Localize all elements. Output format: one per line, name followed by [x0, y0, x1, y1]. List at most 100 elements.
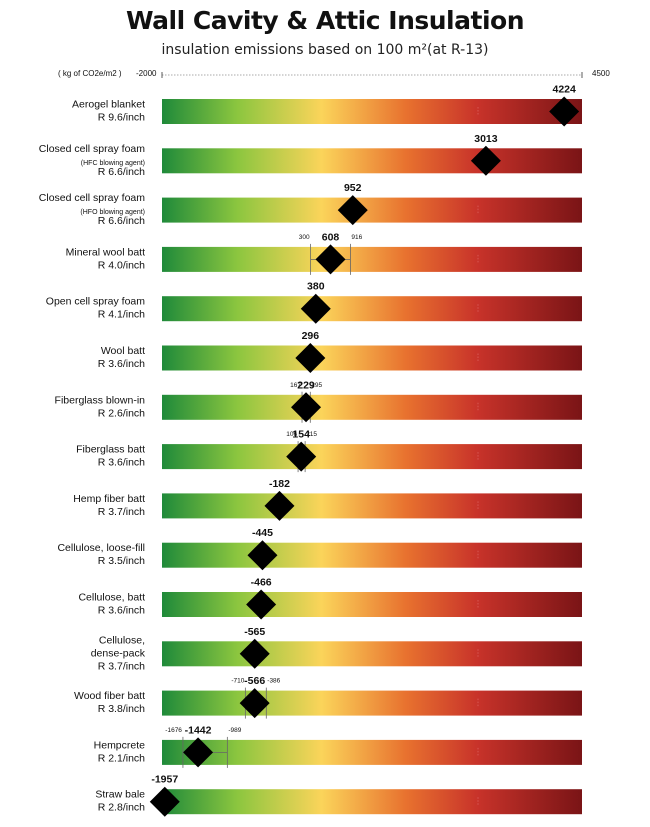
- value-diamond-marker: [183, 737, 214, 768]
- row-r-value-label: R 6.6/inch: [98, 215, 145, 227]
- value-label: 4224: [552, 84, 576, 96]
- range-low-label: 167: [290, 382, 301, 389]
- value-diamond-marker: [315, 244, 346, 275]
- range-high-label: -989: [228, 727, 241, 734]
- value-label: 380: [307, 281, 325, 293]
- row-r-value-label: R 3.8/inch: [98, 703, 145, 715]
- row-sub-label: (HFC blowing agent): [81, 160, 145, 167]
- value-label: 229: [297, 379, 315, 391]
- row-name-label: Hemp fiber batt: [73, 493, 145, 505]
- chart-subtitle: insulation emissions based on 100 m²(at …: [161, 42, 489, 58]
- row-r-value-label: R 3.7/inch: [98, 506, 145, 518]
- gradient-bar: [162, 345, 582, 371]
- row-sub-label: dense-pack: [91, 647, 146, 659]
- value-diamond-marker: [291, 392, 322, 423]
- row-name-label: Cellulose, loose-fill: [57, 542, 145, 554]
- range-low-label: -1676: [165, 727, 182, 734]
- value-diamond-marker: [246, 589, 277, 620]
- range-high-label: 215: [306, 431, 317, 438]
- row-r-value-label: R 2.1/inch: [98, 752, 145, 764]
- gradient-bar: [162, 444, 582, 470]
- value-diamond-marker: [337, 195, 368, 226]
- top-axis: [161, 72, 583, 78]
- unit-label: ( kg of CO2e/m2 ): [58, 69, 122, 78]
- row-name-label: Open cell spray foam: [46, 296, 145, 308]
- gradient-bar: [162, 493, 582, 519]
- row-name-label: Straw bale: [95, 789, 145, 801]
- gradient-bar: [162, 592, 582, 617]
- value-label: 952: [344, 182, 362, 194]
- row-r-value-label: R 2.8/inch: [98, 802, 145, 814]
- row-r-value-label: R 4.0/inch: [98, 259, 145, 271]
- row-name-label: Fiberglass batt: [76, 444, 145, 456]
- row-r-value-label: R 3.6/inch: [98, 605, 145, 617]
- range-low-label: 106: [286, 431, 297, 438]
- row-name-label: Wool batt: [101, 345, 145, 357]
- value-diamond-marker: [295, 343, 326, 373]
- row-r-value-label: R 3.7/inch: [98, 660, 145, 672]
- value-label: -566: [244, 675, 265, 687]
- range-low-label: -710: [231, 678, 244, 685]
- value-diamond-marker: [549, 96, 580, 127]
- value-label: -1957: [151, 774, 178, 786]
- value-label: 3013: [474, 133, 498, 145]
- insulation-row: Closed cell spray foam (HFC blowing agent…: [39, 133, 582, 178]
- value-label: -466: [251, 577, 272, 589]
- range-high-label: 295: [311, 382, 322, 389]
- gradient-bar: [162, 690, 582, 716]
- gradient-bar: [162, 197, 582, 223]
- value-label: -445: [252, 527, 273, 539]
- row-r-value-label: R 3.6/inch: [98, 457, 145, 469]
- row-r-value-label: R 9.6/inch: [98, 112, 145, 124]
- value-label: 608: [322, 231, 340, 243]
- chart-title: Wall Cavity & Attic Insulation: [126, 6, 525, 35]
- value-diamond-marker: [300, 293, 331, 324]
- row-r-value-label: R 4.1/inch: [98, 309, 145, 321]
- axis-min-label: -2000: [136, 69, 157, 78]
- value-diamond-marker: [149, 786, 180, 817]
- range-low-label: 300: [299, 234, 310, 241]
- value-diamond-marker: [286, 441, 317, 472]
- row-r-value-label: R 3.5/inch: [98, 555, 145, 567]
- row-name-label: Wood fiber batt: [74, 690, 145, 702]
- row-name-label: Fiberglass blown-in: [55, 394, 146, 406]
- value-diamond-marker: [247, 540, 278, 571]
- value-label: -182: [269, 478, 290, 490]
- gradient-bar: [162, 148, 582, 174]
- value-label: -565: [244, 626, 265, 638]
- value-diamond-marker: [239, 688, 270, 719]
- row-r-value-label: R 3.6/inch: [98, 358, 145, 370]
- value-label: 296: [302, 330, 320, 342]
- gradient-bar: [162, 641, 582, 667]
- row-name-label: Cellulose,: [99, 634, 145, 646]
- insulation-row: Closed cell spray foam (HFO blowing agent…: [39, 182, 582, 227]
- gradient-bar: [162, 296, 582, 322]
- value-label: 154: [292, 429, 310, 441]
- row-name-label: Closed cell spray foam: [39, 192, 145, 204]
- gradient-bar: [162, 99, 582, 124]
- row-name-label: Mineral wool batt: [66, 246, 145, 258]
- row-r-value-label: R 6.6/inch: [98, 166, 145, 178]
- gradient-bar: [162, 542, 582, 568]
- value-diamond-marker: [470, 145, 501, 176]
- row-name-label: Cellulose, batt: [78, 592, 145, 604]
- row-name-label: Hempcrete: [94, 739, 146, 751]
- row-name-label: Closed cell spray foam: [39, 143, 145, 155]
- row-name-label: Aerogel blanket: [72, 99, 145, 111]
- axis-max-label: 4500: [592, 69, 610, 78]
- gradient-bar: [162, 739, 582, 765]
- value-diamond-marker: [264, 490, 295, 521]
- value-diamond-marker: [239, 638, 270, 669]
